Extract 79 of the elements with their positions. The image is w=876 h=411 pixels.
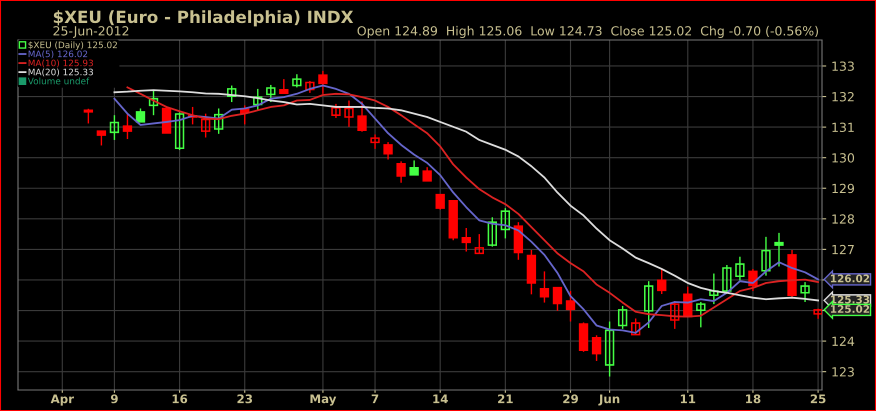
y-tick-label: 128	[832, 214, 854, 224]
candlestick	[422, 166, 432, 182]
y-tick-label: 133	[832, 61, 854, 71]
candlestick	[604, 320, 614, 378]
x-tick-label: 9	[110, 394, 118, 404]
candlestick	[592, 334, 602, 362]
candlestick	[266, 84, 276, 103]
candlestick	[474, 233, 484, 254]
annotation: 125.33	[830, 296, 870, 304]
candlestick	[800, 281, 810, 303]
legend-label: MA(5) 126.02	[28, 50, 88, 58]
legend-label: Volume undef	[28, 78, 90, 84]
candlestick	[722, 264, 732, 294]
candlestick	[331, 103, 341, 119]
y-tick-label: 131	[832, 122, 854, 132]
candlestick	[253, 88, 262, 111]
candlestick	[136, 108, 146, 123]
candlestick	[344, 100, 354, 128]
candlestick	[148, 90, 158, 116]
candlestick	[696, 301, 706, 328]
candlestick	[644, 280, 654, 329]
annotation: 126.02	[830, 274, 870, 282]
y-tick-label: 130	[832, 153, 854, 163]
candlestick	[761, 236, 771, 276]
y-tick-label: 123	[832, 367, 854, 377]
legend-label: MA(10) 125.93	[28, 59, 93, 68]
annotation: 125.02	[830, 305, 870, 313]
candlestick	[540, 270, 550, 304]
candlestick	[200, 112, 210, 138]
candlestick	[436, 194, 445, 210]
candlestick	[709, 272, 719, 305]
y-tick-label: 127	[832, 244, 854, 254]
candlestick	[670, 300, 680, 330]
y-tick-label: 132	[832, 92, 854, 102]
x-tick-label: 21	[498, 394, 513, 404]
candlestick	[462, 227, 471, 252]
candlestick	[383, 141, 393, 160]
y-tick-label: 129	[832, 184, 854, 194]
candlestick	[174, 112, 184, 151]
x-tick-label: 7	[372, 394, 378, 404]
candlestick	[774, 232, 784, 268]
candlestick	[657, 268, 666, 295]
x-tick-label: 23	[237, 394, 252, 404]
x-tick-label: 29	[563, 394, 578, 404]
candlestick	[279, 78, 288, 94]
x-tick-label: May	[310, 394, 336, 406]
candlestick	[566, 290, 576, 322]
x-tick-label: Apr	[50, 394, 74, 406]
candlestick	[110, 114, 120, 141]
candlestick	[370, 134, 380, 150]
candlestick	[409, 160, 419, 176]
x-tick-label: 25	[810, 394, 826, 404]
candlestick	[305, 80, 315, 94]
candlestick	[96, 130, 106, 146]
candlestick	[488, 216, 497, 248]
candlestick	[396, 160, 406, 184]
text: Open 124.89 High 125.06 Low 124.73 Close 125.02 Chg -0.70 (-0.56%)	[358, 26, 818, 38]
candlestick	[552, 286, 562, 312]
candlestick	[214, 108, 224, 135]
candlestick	[318, 70, 328, 94]
candlestick	[357, 100, 367, 132]
candlestick	[618, 305, 628, 330]
candlestick	[122, 112, 132, 140]
legend-label: $XEU (Daily) 125.02	[28, 41, 117, 50]
x-tick-label: 18	[746, 394, 760, 404]
chart-subtitle: 25-Jun-2012	[53, 26, 128, 38]
candlestick	[292, 74, 302, 88]
chart-title: $XEU (Euro - Philadelphia) INDX	[54, 10, 354, 26]
x-tick-label: 11	[680, 394, 696, 404]
x-tick-label: Jun	[598, 394, 620, 406]
candlestick	[227, 84, 236, 103]
candlestick	[84, 108, 94, 124]
candlestick	[500, 207, 510, 240]
x-tick-label: 14	[433, 394, 448, 404]
candlestick	[630, 318, 640, 336]
legend-label: MA(20) 125.33	[28, 68, 93, 76]
candlestick	[735, 256, 745, 281]
x-tick-label: 16	[172, 394, 188, 404]
y-tick-label: 124	[832, 336, 854, 346]
